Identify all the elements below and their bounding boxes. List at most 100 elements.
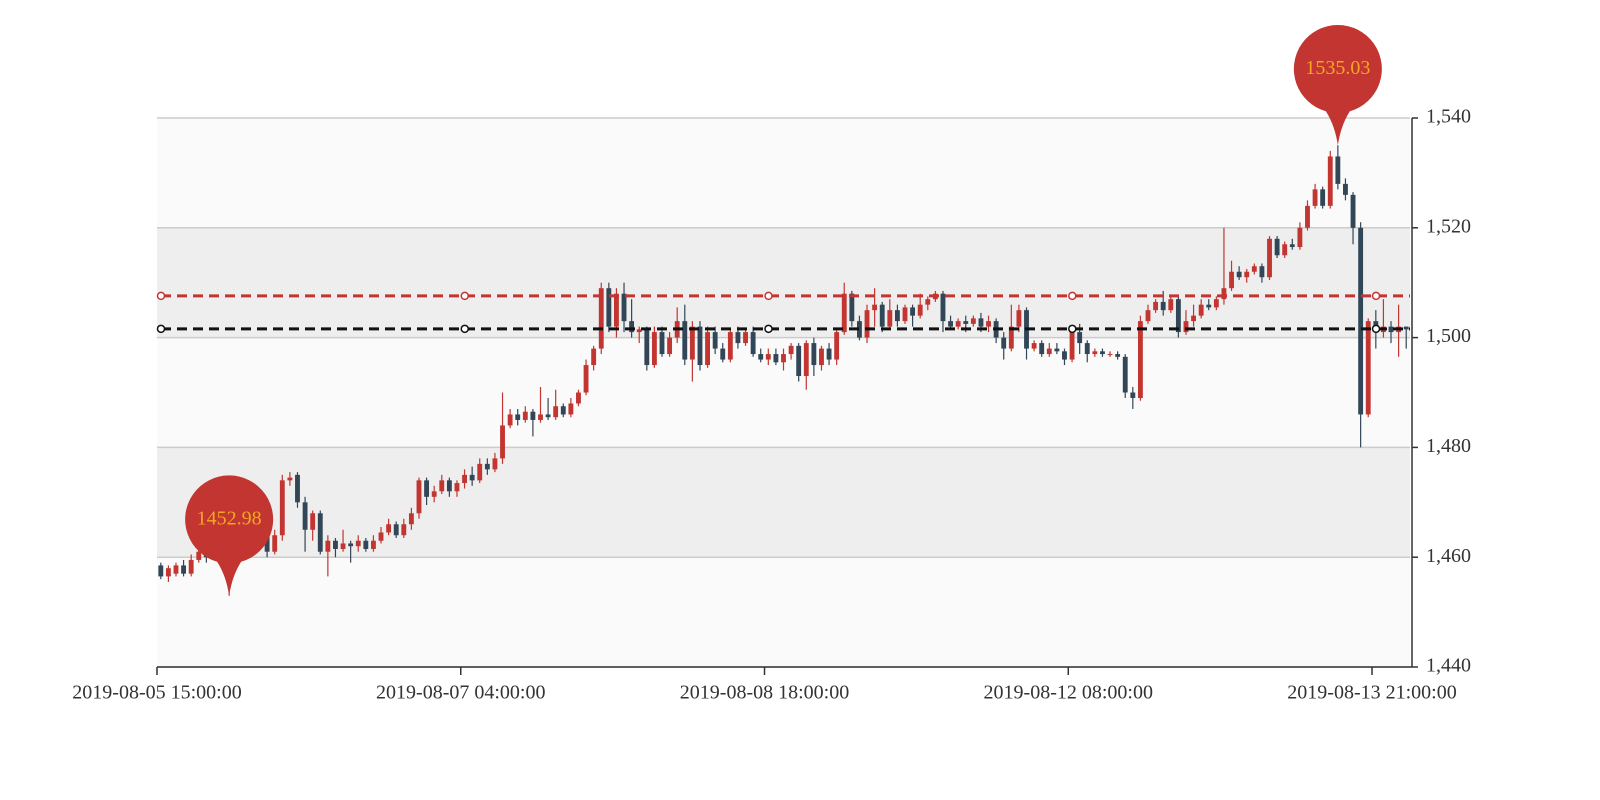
candle-body: [522, 411, 528, 420]
candle-body: [1092, 351, 1098, 355]
candle-body: [1084, 343, 1090, 355]
candle-body: [1213, 299, 1219, 308]
y-tick-label: 1,440: [1426, 655, 1471, 677]
candle-body: [1305, 205, 1310, 228]
candle-body: [1267, 238, 1272, 278]
candle-body: [408, 513, 414, 525]
candle-body: [1145, 310, 1151, 322]
x-tick-label: 2019-08-08 18:00:00: [680, 682, 849, 704]
candle-body: [910, 307, 916, 316]
candle-body: [530, 411, 536, 420]
candle-body: [348, 543, 354, 547]
candle-body: [538, 414, 543, 420]
candle-body: [1236, 271, 1242, 278]
candle-body: [1168, 299, 1174, 311]
candle-body: [507, 414, 513, 426]
candle-body: [1198, 304, 1204, 316]
candle-body: [735, 332, 741, 344]
candle-body: [591, 348, 597, 366]
candle-body: [644, 329, 650, 366]
candle-body: [317, 513, 323, 552]
candle-body: [1358, 227, 1364, 415]
candle-body: [1289, 244, 1295, 248]
candle-body: [272, 535, 278, 552]
mark-point-label: 1535.03: [1305, 57, 1370, 79]
split-area: [157, 118, 1410, 228]
candle-body: [469, 474, 475, 481]
candle-body: [401, 524, 407, 536]
candle-body: [765, 354, 771, 360]
candle-body: [1107, 354, 1113, 356]
candle-body: [560, 406, 566, 415]
candle-body: [454, 483, 460, 492]
candle-body: [872, 304, 878, 311]
candle-body: [181, 565, 187, 574]
candle-body: [955, 321, 961, 327]
candle-body: [834, 332, 840, 360]
candle-body: [1100, 351, 1105, 355]
mark-line-symbol: [1371, 291, 1381, 301]
candle-body: [1343, 183, 1348, 195]
y-tick-label: 1,500: [1426, 325, 1471, 347]
candle-body: [492, 458, 498, 470]
candle-body: [378, 532, 384, 541]
candle-body: [667, 337, 673, 355]
mark-line-symbol: [764, 291, 773, 301]
candle-body: [1320, 189, 1326, 206]
candle-body: [940, 293, 946, 322]
candle-body: [446, 480, 452, 492]
candle-body: [340, 543, 346, 549]
candle-body: [1008, 326, 1014, 349]
mark-line-symbol: [1371, 324, 1381, 334]
mark-point-label: 1452.98: [197, 507, 262, 529]
candle-body: [1069, 332, 1075, 360]
candle-body: [659, 332, 665, 355]
candle-body: [894, 310, 900, 322]
candle-body: [1221, 288, 1227, 300]
candle-body: [705, 332, 710, 366]
candle-body: [629, 321, 635, 333]
candle-body: [386, 524, 392, 533]
candle-body: [1046, 348, 1052, 355]
y-tick-label: 1,540: [1426, 106, 1471, 128]
candle-body: [1244, 271, 1250, 278]
candle-body: [811, 343, 817, 366]
candle-body: [1115, 354, 1121, 357]
candle-body: [333, 540, 338, 549]
mark-line-symbol: [764, 324, 773, 334]
candle-body: [583, 365, 589, 393]
candle-body: [484, 463, 490, 470]
y-tick-label: 1,460: [1426, 545, 1471, 567]
candle-body: [902, 307, 908, 322]
candle-body: [1160, 301, 1166, 311]
candle-body: [849, 293, 855, 322]
candle-body: [188, 559, 194, 574]
candle-body: [1229, 271, 1234, 289]
candle-body: [500, 425, 505, 459]
candle-body: [310, 513, 316, 530]
candle-body: [287, 477, 293, 481]
candle-body: [970, 318, 976, 324]
mark-line-symbol: [460, 324, 470, 334]
candle-body: [651, 332, 657, 366]
candle-body: [1054, 348, 1060, 352]
candle-body: [788, 345, 794, 355]
mark-line-symbol: [156, 291, 166, 301]
candle-body: [325, 540, 331, 552]
candle-body: [1039, 343, 1045, 355]
candle-body: [758, 354, 764, 360]
y-tick-label: 1,480: [1426, 435, 1471, 457]
y-tick-label: 1,520: [1426, 215, 1471, 237]
candle-body: [424, 480, 430, 497]
candle-body: [545, 414, 551, 418]
candle-body: [803, 343, 809, 377]
candle-body: [621, 293, 627, 322]
candle-body: [1335, 156, 1341, 184]
mark-point: [185, 475, 274, 596]
candle-body: [1077, 332, 1083, 344]
candle-body: [773, 354, 779, 363]
candle-body: [416, 480, 422, 514]
candle-body: [363, 540, 369, 549]
mark-line-symbol: [1068, 291, 1077, 301]
